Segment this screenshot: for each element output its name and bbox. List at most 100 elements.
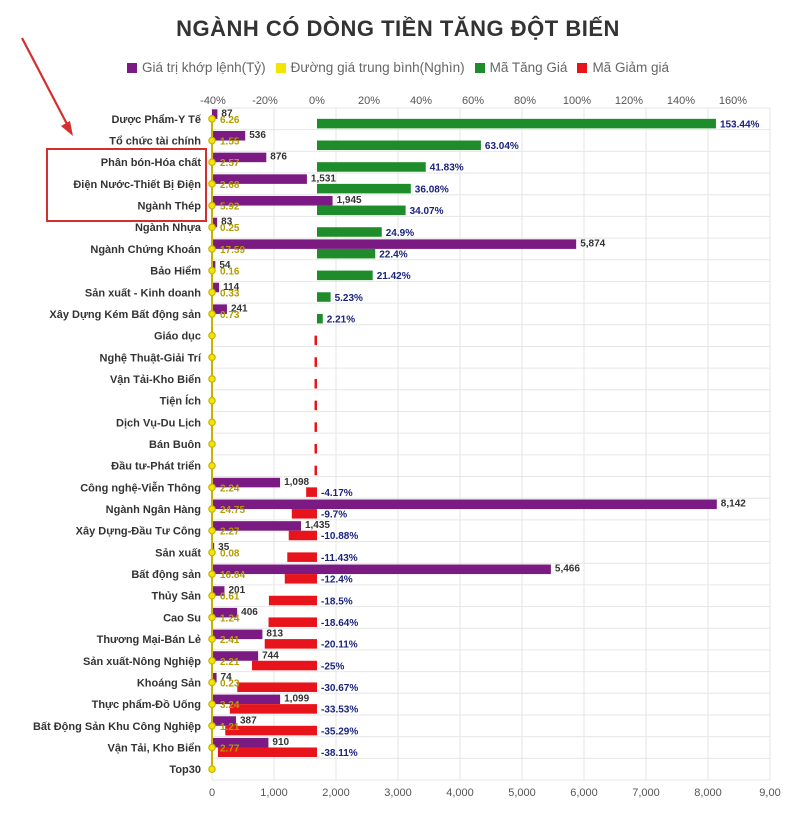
category-label-0: Dược Phẩm-Y Tế <box>111 114 201 126</box>
pct-tick-label-10: 160% <box>719 95 747 107</box>
volume-label-5: 83 <box>221 217 233 228</box>
legend-label-avg: Đường giá trung bình(Nghìn) <box>290 60 465 75</box>
avg-point-14 <box>208 418 216 427</box>
avg-point-2 <box>208 158 216 166</box>
pct-tick-label-6: 80% <box>514 95 536 107</box>
avg-label-26: 0.23 <box>220 678 240 689</box>
volume-bar-27 <box>212 694 281 705</box>
legend-swatch-up <box>474 63 485 73</box>
avg-label-8: 0.33 <box>220 288 240 299</box>
up-bar-7 <box>317 270 373 281</box>
avg-label-20: 0.08 <box>220 548 240 559</box>
volume-bar-4 <box>212 196 333 206</box>
volume-label-28: 387 <box>240 715 257 726</box>
pct-tick-label-2: 0% <box>309 95 325 107</box>
category-label-24: Thương Mại-Bán Lẻ <box>97 634 201 646</box>
volume-label-8: 114 <box>223 282 240 293</box>
value-tick-label-4: 4,000 <box>446 787 474 799</box>
volume-label-23: 406 <box>241 607 258 618</box>
volume-bar-9 <box>212 304 227 314</box>
avg-point-1 <box>208 136 216 145</box>
avg-point-25 <box>208 656 216 665</box>
legend-item-down[interactable]: Mã Giảm giá <box>577 60 669 75</box>
up-label-5: 24.9% <box>386 228 414 239</box>
legend-item-up[interactable]: Mã Tăng Giá <box>474 60 567 75</box>
category-label-20: Sản xuất <box>155 547 201 559</box>
avg-label-2: 2.57 <box>220 158 240 169</box>
legend-label-volume: Giá trị khớp lệnh(Tỷ) <box>142 60 266 75</box>
avg-point-13 <box>208 396 216 405</box>
category-label-7: Bảo Hiểm <box>150 266 201 278</box>
category-label-22: Thủy Sản <box>151 591 201 603</box>
down-bar-11 <box>314 357 317 367</box>
volume-label-6: 5,874 <box>580 238 605 249</box>
value-tick-label-7: 7,000 <box>632 787 660 799</box>
avg-label-23: 1.24 <box>220 613 240 624</box>
avg-label-0: 6.26 <box>220 115 240 126</box>
down-label-26: -30.67% <box>321 683 358 694</box>
volume-bar-1 <box>212 130 246 141</box>
up-bar-8 <box>317 292 331 302</box>
volume-bar-28 <box>212 716 236 726</box>
down-label-27: -33.53% <box>321 705 358 716</box>
down-bar-10 <box>314 335 317 346</box>
category-label-26: Khoáng Sản <box>137 677 201 689</box>
legend-item-volume[interactable]: Giá trị khớp lệnh(Tỷ) <box>127 60 266 75</box>
legend: Giá trị khớp lệnh(Tỷ) Đường giá trung bìn… <box>0 60 796 75</box>
up-bar-6 <box>317 248 376 259</box>
volume-bar-19 <box>212 521 301 531</box>
volume-bar-2 <box>212 152 267 163</box>
volume-bar-8 <box>212 282 220 293</box>
avg-label-5: 0.25 <box>220 223 240 234</box>
avg-point-6 <box>208 245 216 253</box>
avg-point-21 <box>208 570 216 578</box>
pct-tick-label-8: 120% <box>615 95 643 107</box>
avg-label-22: 0.61 <box>220 592 240 603</box>
avg-point-23 <box>208 613 216 622</box>
volume-label-17: 1,098 <box>284 477 309 488</box>
annotation-arrow-shaft <box>21 37 69 127</box>
down-bar-16 <box>314 465 317 476</box>
legend-label-down: Mã Giảm giá <box>592 60 669 75</box>
volume-bar-6 <box>212 239 577 249</box>
pct-tick-label-0: -40% <box>200 95 226 107</box>
up-bar-5 <box>317 227 382 237</box>
avg-label-1: 1.55 <box>220 137 240 148</box>
value-tick-label-5: 5,000 <box>508 787 536 799</box>
category-label-4: Ngành Thép <box>137 201 201 213</box>
category-label-16: Đầu tư-Phát triển <box>111 461 201 473</box>
down-label-19: -10.88% <box>321 531 358 542</box>
down-bar-19 <box>288 530 317 541</box>
avg-label-24: 2.41 <box>220 635 240 646</box>
volume-label-3: 1,531 <box>311 173 336 184</box>
avg-point-22 <box>208 591 216 600</box>
pct-tick-label-1: -20% <box>252 95 278 107</box>
avg-label-4: 5.92 <box>220 202 240 213</box>
category-label-5: Ngành Nhựa <box>135 222 202 234</box>
avg-label-21: 16.84 <box>220 570 245 581</box>
volume-bar-3 <box>212 174 307 184</box>
category-label-9: Xây Dựng Kém Bất động sản <box>49 309 201 321</box>
down-bar-18 <box>291 509 317 519</box>
volume-bar-7 <box>212 261 216 271</box>
pct-tick-label-7: 100% <box>563 95 591 107</box>
down-bar-23 <box>268 617 317 627</box>
category-label-8: Sản xuất - Kinh doanh <box>85 287 201 299</box>
up-bar-1 <box>317 140 481 151</box>
volume-bar-29 <box>212 737 269 748</box>
avg-point-20 <box>208 548 216 557</box>
down-bar-28 <box>225 725 317 736</box>
down-bar-27 <box>229 704 317 714</box>
avg-point-7 <box>208 266 216 275</box>
up-label-2: 41.83% <box>430 163 464 174</box>
avg-point-26 <box>208 678 216 687</box>
volume-label-20: 35 <box>218 542 230 553</box>
volume-label-0: 87 <box>221 108 233 119</box>
category-label-23: Cao Su <box>163 612 201 624</box>
down-label-23: -18.64% <box>321 618 358 629</box>
avg-label-3: 2.68 <box>220 180 240 191</box>
category-label-14: Dịch Vụ-Du Lịch <box>116 417 201 429</box>
avg-point-3 <box>208 180 216 188</box>
category-label-12: Vận Tải-Kho Biển <box>110 374 201 386</box>
legend-item-avg[interactable]: Đường giá trung bình(Nghìn) <box>275 60 465 75</box>
